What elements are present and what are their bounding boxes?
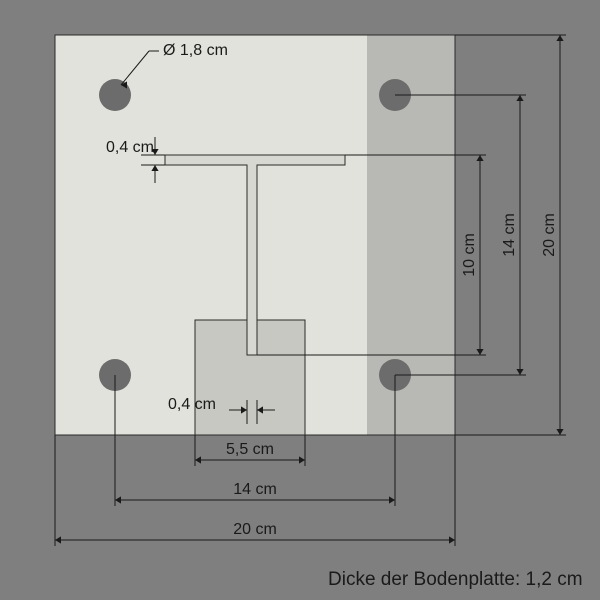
footer-note: Dicke der Bodenplatte: 1,2 cm: [328, 569, 583, 590]
dim-h: 14 cm: [233, 481, 277, 498]
dim-v: 10 cm: [461, 233, 478, 277]
technical-drawing: Ø 1,8 cm 20 cm 14 cm 5,5 cm 0,4 cm 20 cm 14 cm…: [0, 0, 600, 600]
dim-h: 0,4 cm: [168, 396, 216, 413]
dim-h: 20 cm: [233, 521, 277, 538]
dim-v: 20 cm: [541, 213, 558, 257]
dim-v: 14 cm: [501, 213, 518, 257]
hole-diameter-label: Ø 1,8 cm: [163, 42, 228, 59]
dim-h: 5,5 cm: [226, 441, 274, 458]
dim-v: 0,4 cm: [106, 139, 154, 156]
